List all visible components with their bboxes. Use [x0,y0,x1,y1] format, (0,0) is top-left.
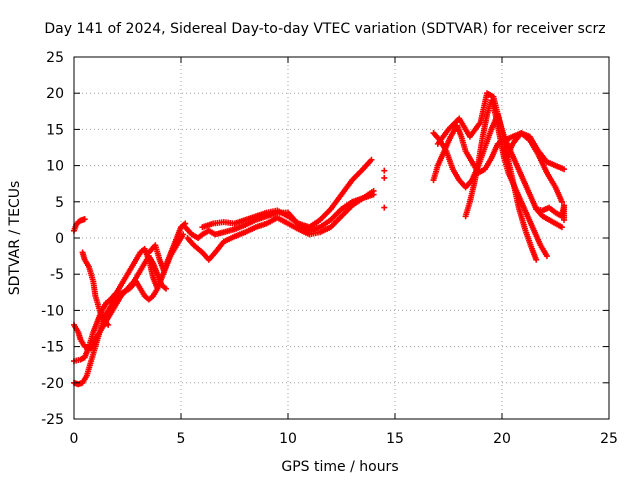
series-track-i [199,156,375,231]
data-point [163,285,170,292]
y-tick-label: -20 [41,376,64,392]
y-axis-label: SDTVAR / TECUs [7,181,23,296]
y-tick-label: 15 [46,122,64,138]
y-tick-label: -5 [50,267,64,283]
x-tick-label: 10 [279,431,297,447]
data-point [543,253,550,260]
axis-ticks: 0 5 10 15 20 25 -25 -20 -15 -10 -5 0 5 10 15 20 25 [41,50,618,447]
series-track-n [434,90,540,263]
y-tick-label: 0 [55,231,64,247]
series-track-a [71,216,88,234]
chart-title: Day 141 of 2024, Sidereal Day-to-day VTE… [44,21,605,37]
y-tick-label: -10 [41,303,64,319]
y-tick-label: -25 [41,412,64,428]
y-tick-label: 5 [55,195,64,211]
x-tick-label: 5 [177,431,186,447]
x-tick-label: 25 [600,431,618,447]
series-track-j [381,167,388,211]
data-point [561,216,568,223]
data-point [370,187,377,194]
y-tick-label: 10 [46,159,64,175]
data-point [381,167,388,174]
data-point [81,216,88,223]
data-point [558,198,565,205]
series-track-o [503,130,568,173]
data-point [561,166,568,173]
x-axis-label: GPS time / hours [281,459,398,475]
series-track-p [533,202,568,223]
y-tick-label: 25 [46,50,64,66]
y-tick-label: -15 [41,340,64,356]
data-point [381,204,388,211]
x-tick-label: 0 [70,431,79,447]
data-point [381,174,388,181]
data-points [71,90,568,388]
data-point [368,156,375,163]
series-track-m [462,97,550,260]
x-tick-label: 20 [493,431,511,447]
series-track-h [184,187,377,263]
data-point [558,224,565,231]
series-track-c [71,253,170,352]
series-track-f [145,220,189,274]
data-point [533,256,540,263]
x-tick-label: 15 [386,431,404,447]
y-tick-label: 20 [46,86,64,102]
